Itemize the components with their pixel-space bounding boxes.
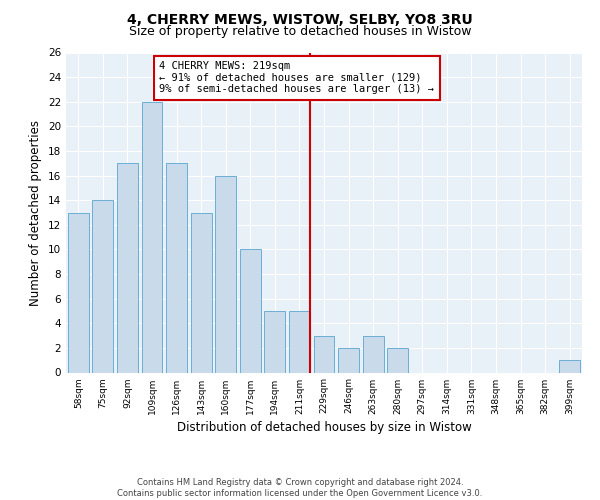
Bar: [215, 176, 236, 372]
Bar: [362, 336, 383, 372]
Bar: [191, 212, 212, 372]
Bar: [387, 348, 408, 372]
Bar: [68, 212, 89, 372]
Bar: [117, 164, 138, 372]
Bar: [240, 250, 261, 372]
X-axis label: Distribution of detached houses by size in Wistow: Distribution of detached houses by size …: [176, 420, 472, 434]
Text: Size of property relative to detached houses in Wistow: Size of property relative to detached ho…: [129, 25, 471, 38]
Bar: [314, 336, 334, 372]
Bar: [289, 311, 310, 372]
Y-axis label: Number of detached properties: Number of detached properties: [29, 120, 43, 306]
Text: 4, CHERRY MEWS, WISTOW, SELBY, YO8 3RU: 4, CHERRY MEWS, WISTOW, SELBY, YO8 3RU: [127, 12, 473, 26]
Text: 4 CHERRY MEWS: 219sqm
← 91% of detached houses are smaller (129)
9% of semi-deta: 4 CHERRY MEWS: 219sqm ← 91% of detached …: [160, 61, 434, 94]
Bar: [166, 164, 187, 372]
Bar: [92, 200, 113, 372]
Bar: [559, 360, 580, 372]
Bar: [338, 348, 359, 372]
Bar: [265, 311, 286, 372]
Bar: [142, 102, 163, 372]
Text: Contains HM Land Registry data © Crown copyright and database right 2024.
Contai: Contains HM Land Registry data © Crown c…: [118, 478, 482, 498]
